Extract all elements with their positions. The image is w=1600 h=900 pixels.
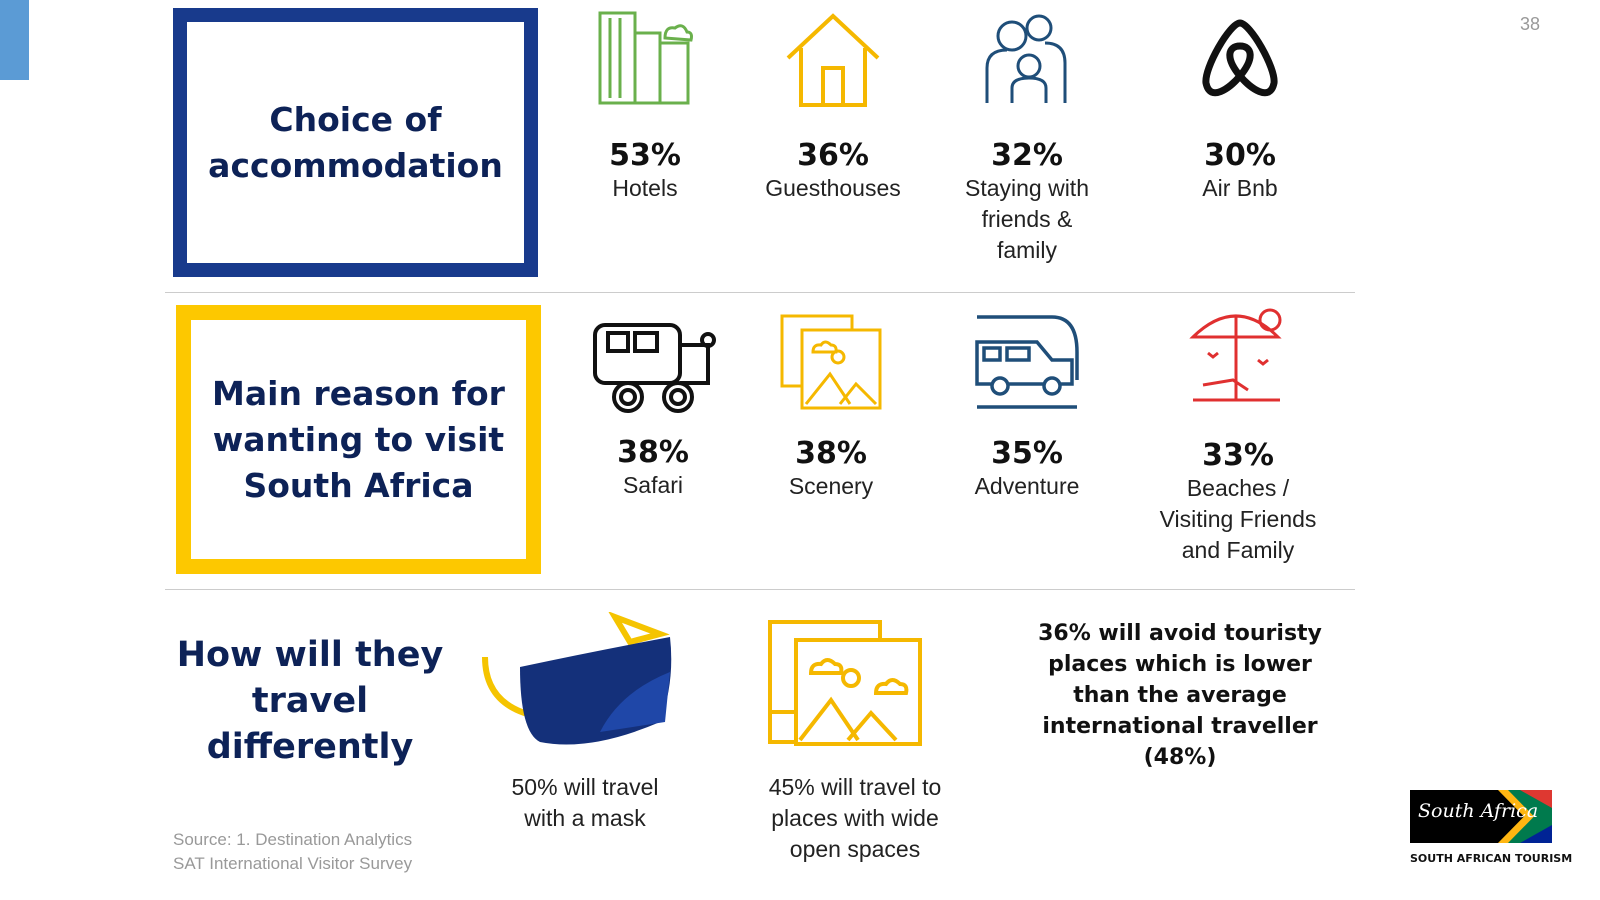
page-number: 38 [1519, 14, 1540, 34]
stat-label: Safari [622, 472, 684, 498]
stat-label: Scenery [788, 473, 874, 499]
stat-hotels: 53% Hotels [535, 8, 755, 204]
logo-text: South Africa [1418, 800, 1539, 822]
stat-percent: 35% [991, 436, 1063, 471]
stat-percent: 32% [991, 138, 1063, 173]
mask-caption: 50% will travel with a mask [511, 774, 659, 831]
stat-beaches: 33% Beaches / Visiting Friends and Famil… [1128, 305, 1348, 566]
safari-jeep-icon [593, 323, 716, 413]
reasons-title-box: Main reason for wanting to visit South A… [176, 305, 541, 574]
stat-label: Adventure [974, 473, 1080, 499]
stat-percent: 53% [609, 138, 681, 173]
source-note: Source: 1. Destination Analytics SAT Inte… [173, 828, 412, 876]
open-spaces-icon [768, 620, 922, 746]
stat-label: Staying with friends & family [964, 175, 1089, 263]
slide-accent-bar [0, 0, 29, 80]
stat-label: Beaches / Visiting Friends and Family [1159, 475, 1317, 563]
open-spaces-caption: 45% will travel to places with wide open… [768, 774, 942, 862]
stat-label: Guesthouses [765, 175, 901, 201]
reasons-title: Main reason for wanting to visit South A… [212, 373, 505, 505]
house-icon [786, 13, 880, 107]
stat-percent: 30% [1204, 138, 1276, 173]
stat-label: Hotels [612, 175, 678, 201]
beach-umbrella-icon [1189, 308, 1282, 402]
family-icon [985, 14, 1067, 103]
travel-title: How will they travel differently [176, 635, 444, 767]
airbnb-icon [1202, 19, 1278, 97]
accommodation-title: Choice of accommodation [208, 99, 503, 185]
divider [165, 292, 1355, 293]
stat-guesthouses: 36% Guesthouses [723, 8, 943, 204]
stat-percent: 36% [797, 138, 869, 173]
stat-friends-family: 32% Staying with friends & family [927, 8, 1127, 266]
stat-percent: 38% [795, 436, 867, 471]
stat-airbnb: 30% Air Bnb [1130, 18, 1350, 204]
scenery-pictures-icon [780, 314, 882, 410]
logo-subtitle: SOUTH AFRICAN TOURISM [1410, 852, 1573, 865]
stat-scenery: 38% Scenery [721, 312, 941, 502]
stat-label: Air Bnb [1202, 175, 1278, 201]
divider [165, 589, 1355, 590]
stat-adventure: 35% Adventure [917, 312, 1137, 502]
face-mask-icon [482, 612, 672, 745]
accommodation-title-box: Choice of accommodation [173, 8, 538, 277]
car-icon [975, 315, 1079, 409]
source-line: Source: 1. Destination Analytics [173, 830, 413, 849]
hotel-buildings-icon [598, 11, 693, 105]
avoid-touristy-text: 36% will avoid touristy places which is … [1038, 621, 1322, 770]
stat-percent: 38% [617, 435, 689, 470]
stat-percent: 33% [1202, 438, 1274, 473]
source-line: SAT International Visitor Survey [173, 854, 413, 873]
stat-safari: 38% Safari [543, 315, 763, 501]
south-africa-logo: South Africa [1410, 790, 1552, 843]
